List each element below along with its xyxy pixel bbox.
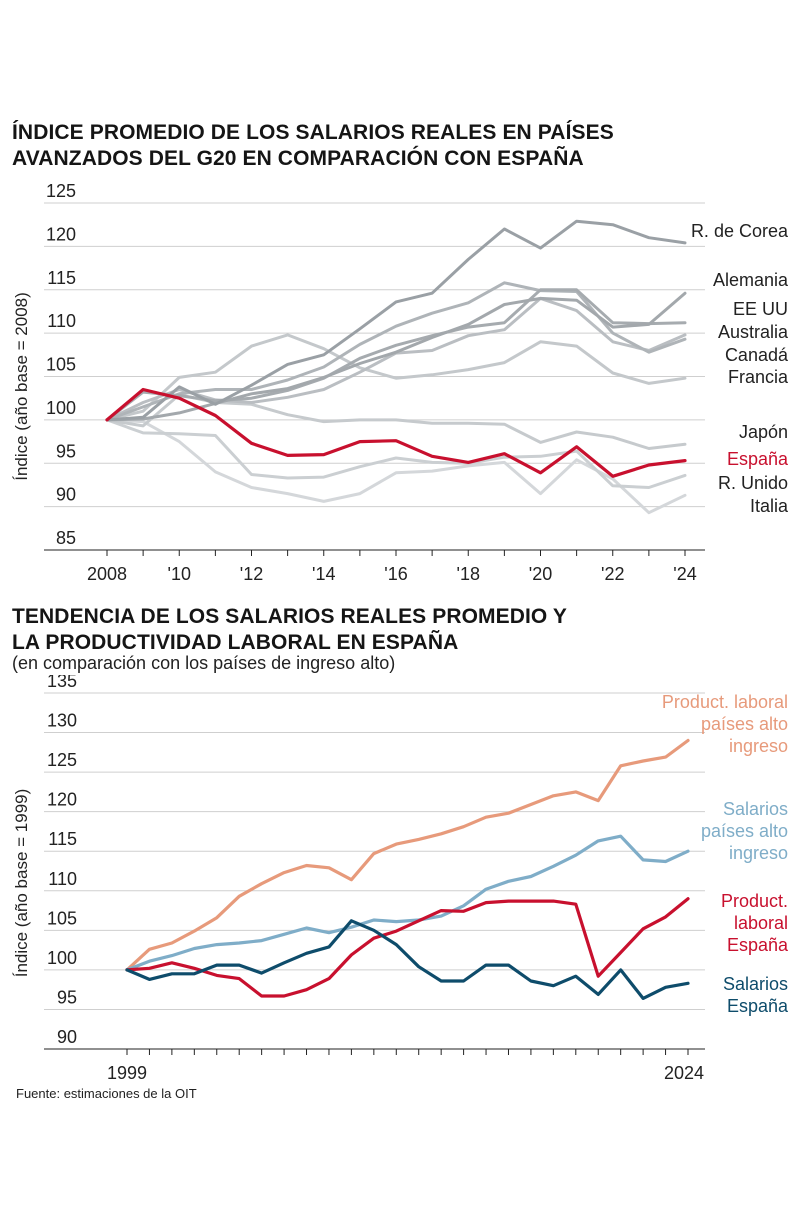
chart1-y-axis-label: Índice (año base = 2008) (12, 292, 31, 481)
chart2-title-line2: LA PRODUCTIVIDAD LABORAL EN ESPAÑA (12, 631, 459, 654)
chart1-line-francia (105, 333, 687, 422)
source-note: Fuente: estimaciones de la OIT (16, 1086, 197, 1101)
chart2-title-line1: TENDENCIA DE LOS SALARIOS REALES PROMEDI… (12, 605, 568, 628)
chart2-y-tick-label: 125 (47, 750, 77, 770)
chart1-legend-alemania: Alemania (713, 270, 789, 290)
chart2-line-salarios-espana (125, 919, 690, 1000)
chart1-y-tick-label: 120 (46, 224, 76, 244)
chart1-line-italia (105, 418, 687, 515)
chart1-legend-canada: Canadá (725, 345, 789, 365)
chart2-y-tick-label: 100 (47, 948, 77, 968)
chart2-y-tick-label: 130 (47, 711, 77, 731)
chart2-legend-salarios-paises-alto-ingreso: Salarios países alto ingreso (701, 799, 788, 863)
chart2-line-salarios-paises-alto-ingreso (125, 834, 690, 972)
chart2-legend-line: laboral (734, 913, 788, 933)
chart1-x-tick-label: '10 (168, 564, 191, 584)
chart2-line-product-laboral-paises-alto-ingreso (125, 738, 690, 972)
chart2-y-tick-label: 120 (47, 790, 77, 810)
chart1-legend-japon: Japón (739, 422, 788, 442)
chart1-legend-ee-uu: EE UU (733, 299, 788, 319)
chart2-title: TENDENCIA DE LOS SALARIOS REALES PROMEDI… (12, 604, 567, 656)
chart2-legend-line: ingreso (729, 736, 788, 756)
chart1-legend-italia: Italia (750, 496, 789, 516)
chart1-legend-espana: España (727, 449, 789, 469)
chart2-subtitle: (en comparación con los países de ingres… (12, 653, 396, 673)
chart1-line-r-de-corea (105, 219, 687, 422)
chart1-title: ÍNDICE PROMEDIO DE LOS SALARIOS REALES E… (12, 120, 614, 172)
chart2-legend-line: España (727, 996, 789, 1016)
chart1-title-line1: ÍNDICE PROMEDIO DE LOS SALARIOS REALES E… (12, 121, 614, 144)
chart1-y-tick-label: 115 (47, 268, 76, 288)
chart2-y-axis-label: Índice (año base = 1999) (12, 789, 31, 978)
chart2-x-tick-label: 2024 (664, 1063, 704, 1083)
chart1-line-alemania (105, 291, 687, 422)
chart1-y-tick-label: 110 (47, 311, 76, 331)
chart1-y-tick-label: 90 (56, 485, 76, 505)
chart2-legend-line: Product. laboral (662, 692, 788, 712)
chart2-legend-line: países alto (701, 821, 788, 841)
chart1-x-tick-label: '18 (457, 564, 480, 584)
chart1-x-tick-label: '12 (240, 564, 263, 584)
chart2-line-product-laboral-espana (125, 897, 690, 998)
chart2-legend-product-laboral-espana: Product. laboral España (721, 891, 789, 955)
chart1-y-tick-label: 125 (46, 181, 76, 201)
chart1-x-tick-label: '14 (312, 564, 335, 584)
chart1-x-tick-label: '24 (673, 564, 696, 584)
chart1-x-tick-label: '16 (384, 564, 407, 584)
chart1-line-espana (105, 387, 687, 478)
chart1-y-tick-label: 105 (46, 355, 76, 375)
chart2-legend-line: países alto (701, 714, 788, 734)
chart2-y-tick-label: 110 (48, 869, 77, 889)
chart2-y-tick-label: 90 (57, 1027, 77, 1047)
chart1-y-tick-label: 95 (56, 441, 76, 461)
chart2-legend-line: ingreso (729, 843, 788, 863)
chart1-legend-francia: Francia (728, 367, 789, 387)
chart2-legend-line: España (727, 935, 789, 955)
chart1-y-tick-label: 100 (46, 398, 76, 418)
chart1-legend-r-unido: R. Unido (718, 473, 788, 493)
chart2-legend-salarios-espana: Salarios España (723, 974, 789, 1016)
chart1-line-ee-uu (105, 288, 687, 422)
chart2-y-tick-label: 95 (57, 987, 77, 1007)
chart1-wage-index-g20: 85 90 95 100 105 110 115 120 125 2008 '10 '12 '14 '16… (12, 181, 789, 584)
chart2-y-tick-label: 115 (48, 829, 77, 849)
chart1-y-tick-label: 85 (56, 528, 76, 548)
chart1-x-tick-label: '22 (601, 564, 624, 584)
chart2-y-tick-label: 105 (47, 908, 77, 928)
chart2-y-tick-label: 135 (47, 675, 77, 691)
chart2-legend-line: Product. (721, 891, 788, 911)
chart1-legend-r-de-corea: R. de Corea (691, 221, 789, 241)
chart1-line-r-unido (105, 418, 687, 489)
chart2-wages-productivity-spain: 90 95 100 105 110 115 120 125 130 135 1999 2024 Índi… (12, 675, 789, 1083)
chart2-legend-line: Salarios (723, 799, 788, 819)
chart2-legend-line: Salarios (723, 974, 788, 994)
chart1-x-tick-label: 2008 (87, 564, 127, 584)
chart1-title-line2: AVANZADOS DEL G20 EN COMPARACIÓN CON ESP… (12, 147, 584, 170)
chart1-line-australia (105, 281, 687, 422)
chart1-legend-australia: Australia (718, 322, 789, 342)
chart2-x-tick-label: 1999 (107, 1063, 147, 1083)
chart2-legend-product-laboral-paises-alto-ingreso: Product. laboral países alto ingreso (662, 692, 788, 756)
chart1-x-tick-label: '20 (529, 564, 552, 584)
